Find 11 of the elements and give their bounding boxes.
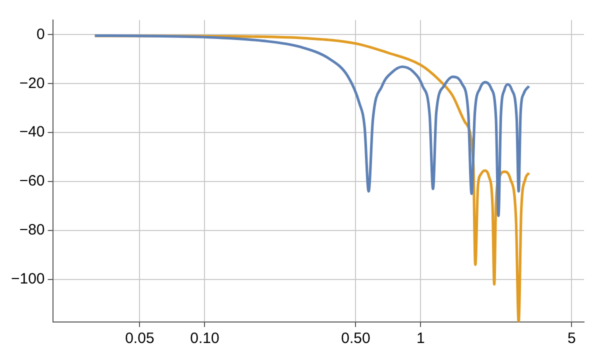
x-tick-label: 0.50 [341, 330, 370, 348]
y-tick-label: −60 [19, 172, 45, 190]
x-tick-label: 0.05 [125, 330, 154, 348]
y-tick-label: −80 [19, 222, 45, 239]
y-tick-label: −100 [10, 270, 45, 288]
y-tick-label: −40 [19, 124, 45, 141]
y-tick-label: −20 [19, 74, 45, 92]
y-tick-label: 0 [36, 26, 45, 43]
x-tick-label: 1 [416, 330, 425, 348]
x-tick-label: 5 [568, 330, 576, 348]
x-tick-label: 0.10 [190, 330, 220, 348]
